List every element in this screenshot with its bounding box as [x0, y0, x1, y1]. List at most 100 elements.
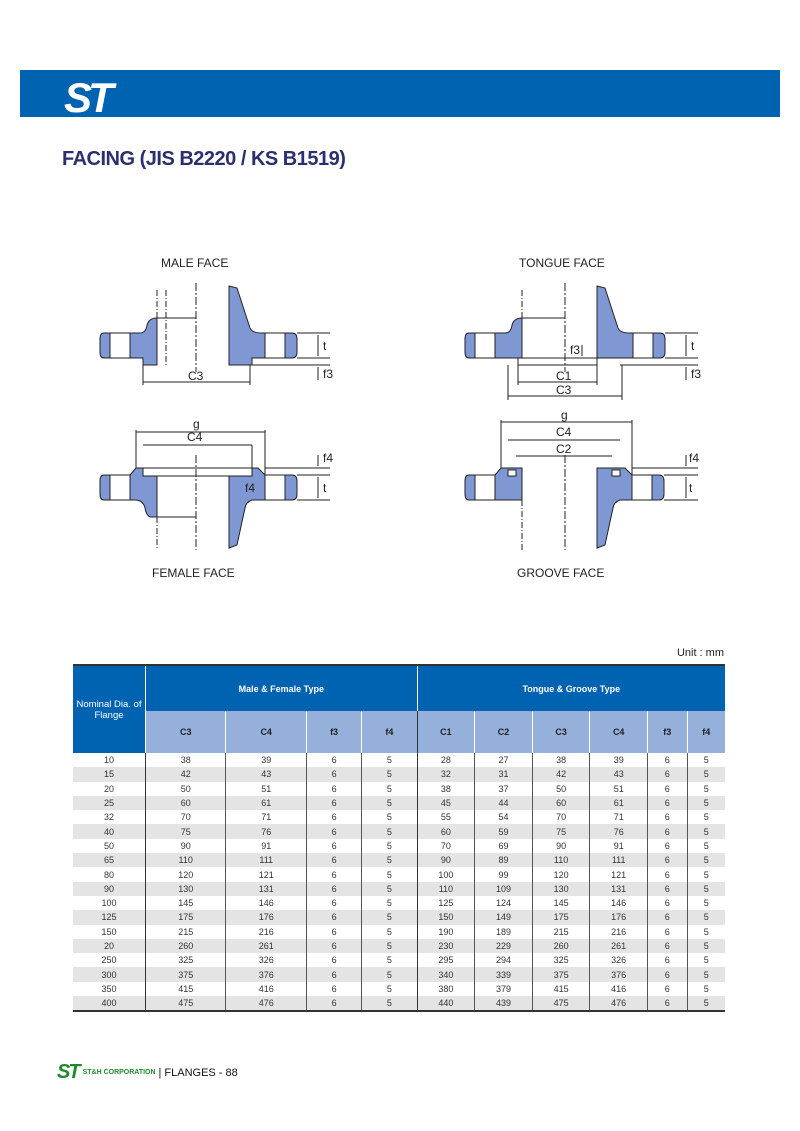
table-cell: 6 — [306, 910, 363, 925]
column-header-c3: C3 — [532, 711, 591, 753]
dim-c4: C4 — [556, 425, 572, 439]
table-row: 50 90 91 6 5 70 69 90 91 6 5 — [73, 838, 725, 854]
table-cell: 90 — [532, 838, 591, 854]
table-row: 400 475 476 6 5 440 439 475 476 6 5 — [73, 996, 725, 1012]
table-cell: 475 — [532, 996, 591, 1012]
table-cell: 5 — [703, 983, 709, 994]
table-cell: 5 — [687, 824, 725, 839]
table-row: 32 70 71 6 5 55 54 70 71 6 5 — [73, 810, 725, 825]
dim-c1: C1 — [556, 369, 572, 383]
table-cell: 5 — [703, 755, 709, 766]
table-cell: 5 — [687, 853, 725, 868]
table-cell: 5 — [361, 824, 418, 839]
table-cell: 42 — [532, 767, 591, 782]
table-cell: 6 — [647, 867, 688, 882]
table-cell: 110 — [532, 853, 591, 868]
table-cell: 6 — [306, 881, 363, 896]
table-cell: 150 — [73, 924, 146, 939]
table-cell: 175 — [532, 910, 591, 925]
footer-logo: ST — [57, 1061, 81, 1083]
table-cell: 379 — [474, 981, 533, 997]
table-row: 15 42 43 6 5 32 31 42 43 6 5 — [73, 767, 725, 782]
table-row: 65 110 111 6 5 90 89 110 111 6 5 — [73, 853, 725, 868]
table-cell: 43 — [589, 767, 648, 782]
table-cell: 6 — [306, 810, 363, 825]
table-cell: 6 — [647, 981, 688, 997]
table-cell: 6 — [647, 938, 688, 954]
table-cell: 5 — [687, 767, 725, 782]
table-cell: 61 — [225, 795, 307, 811]
table-cell: 260 — [532, 938, 591, 954]
dim-t: t — [323, 481, 327, 495]
male-face-label: MALE FACE — [161, 256, 229, 270]
dim-t: t — [689, 481, 693, 495]
table-cell: 5 — [361, 810, 418, 825]
table-cell: 45 — [417, 795, 476, 811]
table-cell: 43 — [225, 767, 307, 782]
table-cell: 5 — [361, 924, 418, 939]
table-cell: 15 — [73, 767, 146, 782]
table-cell: 50 — [532, 781, 591, 796]
table-cell: 5 — [703, 783, 709, 794]
table-cell: 5 — [361, 853, 418, 868]
table-cell: 125 — [417, 895, 476, 911]
table-cell: 90 — [417, 853, 476, 868]
table-cell: 6 — [306, 953, 363, 968]
table-cell: 6 — [647, 996, 688, 1012]
facing-dimensions-table: Nominal Dia. of Flange Male & Female Typ… — [73, 664, 725, 1013]
table-cell: 65 — [73, 853, 146, 868]
table-cell: 476 — [225, 996, 307, 1012]
table-cell: 5 — [361, 910, 418, 925]
table-cell: 145 — [532, 895, 591, 911]
dim-c3: C3 — [188, 369, 204, 383]
table-cell: 51 — [589, 781, 648, 796]
table-cell: 376 — [225, 967, 307, 982]
table-cell: 5 — [361, 881, 418, 896]
st-logo: ST — [64, 74, 114, 121]
table-cell: 6 — [306, 753, 363, 768]
column-header-f3: f3 — [306, 711, 363, 753]
table-cell: 28 — [417, 753, 476, 768]
table-cell: 75 — [145, 824, 227, 839]
table-cell: 5 — [687, 910, 725, 925]
table-cell: 39 — [225, 753, 307, 768]
table-row: 125 175 176 6 5 150 149 175 176 6 5 — [73, 910, 725, 925]
table-cell: 339 — [474, 967, 533, 982]
table-cell: 6 — [306, 938, 363, 954]
table-cell: 110 — [417, 881, 476, 896]
table-cell: 6 — [647, 753, 688, 768]
table-cell: 440 — [417, 996, 476, 1012]
table-cell: 90 — [145, 838, 227, 854]
male-female-header: Male & Female Type — [145, 665, 418, 711]
column-header-c1: C1 — [417, 711, 476, 753]
tongue-groove-header: Tongue & Groove Type — [417, 665, 725, 711]
table-cell: 5 — [361, 967, 418, 982]
table-cell: 27 — [474, 753, 533, 768]
table-cell: 111 — [589, 853, 648, 868]
table-cell: 150 — [417, 910, 476, 925]
dim-c2: C2 — [556, 442, 572, 456]
table-cell: 176 — [225, 910, 307, 925]
table-cell: 60 — [145, 795, 227, 811]
table-cell: 38 — [417, 781, 476, 796]
table-row: 20 50 51 6 5 38 37 50 51 6 5 — [73, 781, 725, 796]
table-cell: 5 — [361, 996, 418, 1012]
table-cell: 6 — [647, 881, 688, 896]
table-cell: 39 — [589, 753, 648, 768]
table-cell: 38 — [532, 753, 591, 768]
table-cell: 216 — [589, 924, 648, 939]
table-cell: 89 — [474, 853, 533, 868]
table-cell: 6 — [306, 895, 363, 911]
table-cell: 380 — [417, 981, 476, 997]
table-cell: 261 — [225, 938, 307, 954]
table-cell: 109 — [474, 881, 533, 896]
table-cell: 5 — [687, 795, 725, 811]
table-cell: 189 — [474, 924, 533, 939]
table-cell: 6 — [306, 781, 363, 796]
column-header-c4: C4 — [589, 711, 648, 753]
table-cell: 229 — [474, 938, 533, 954]
table-cell: 375 — [532, 967, 591, 982]
company-name: ST&H CORPORATION — [82, 1069, 156, 1076]
table-cell: 60 — [417, 824, 476, 839]
